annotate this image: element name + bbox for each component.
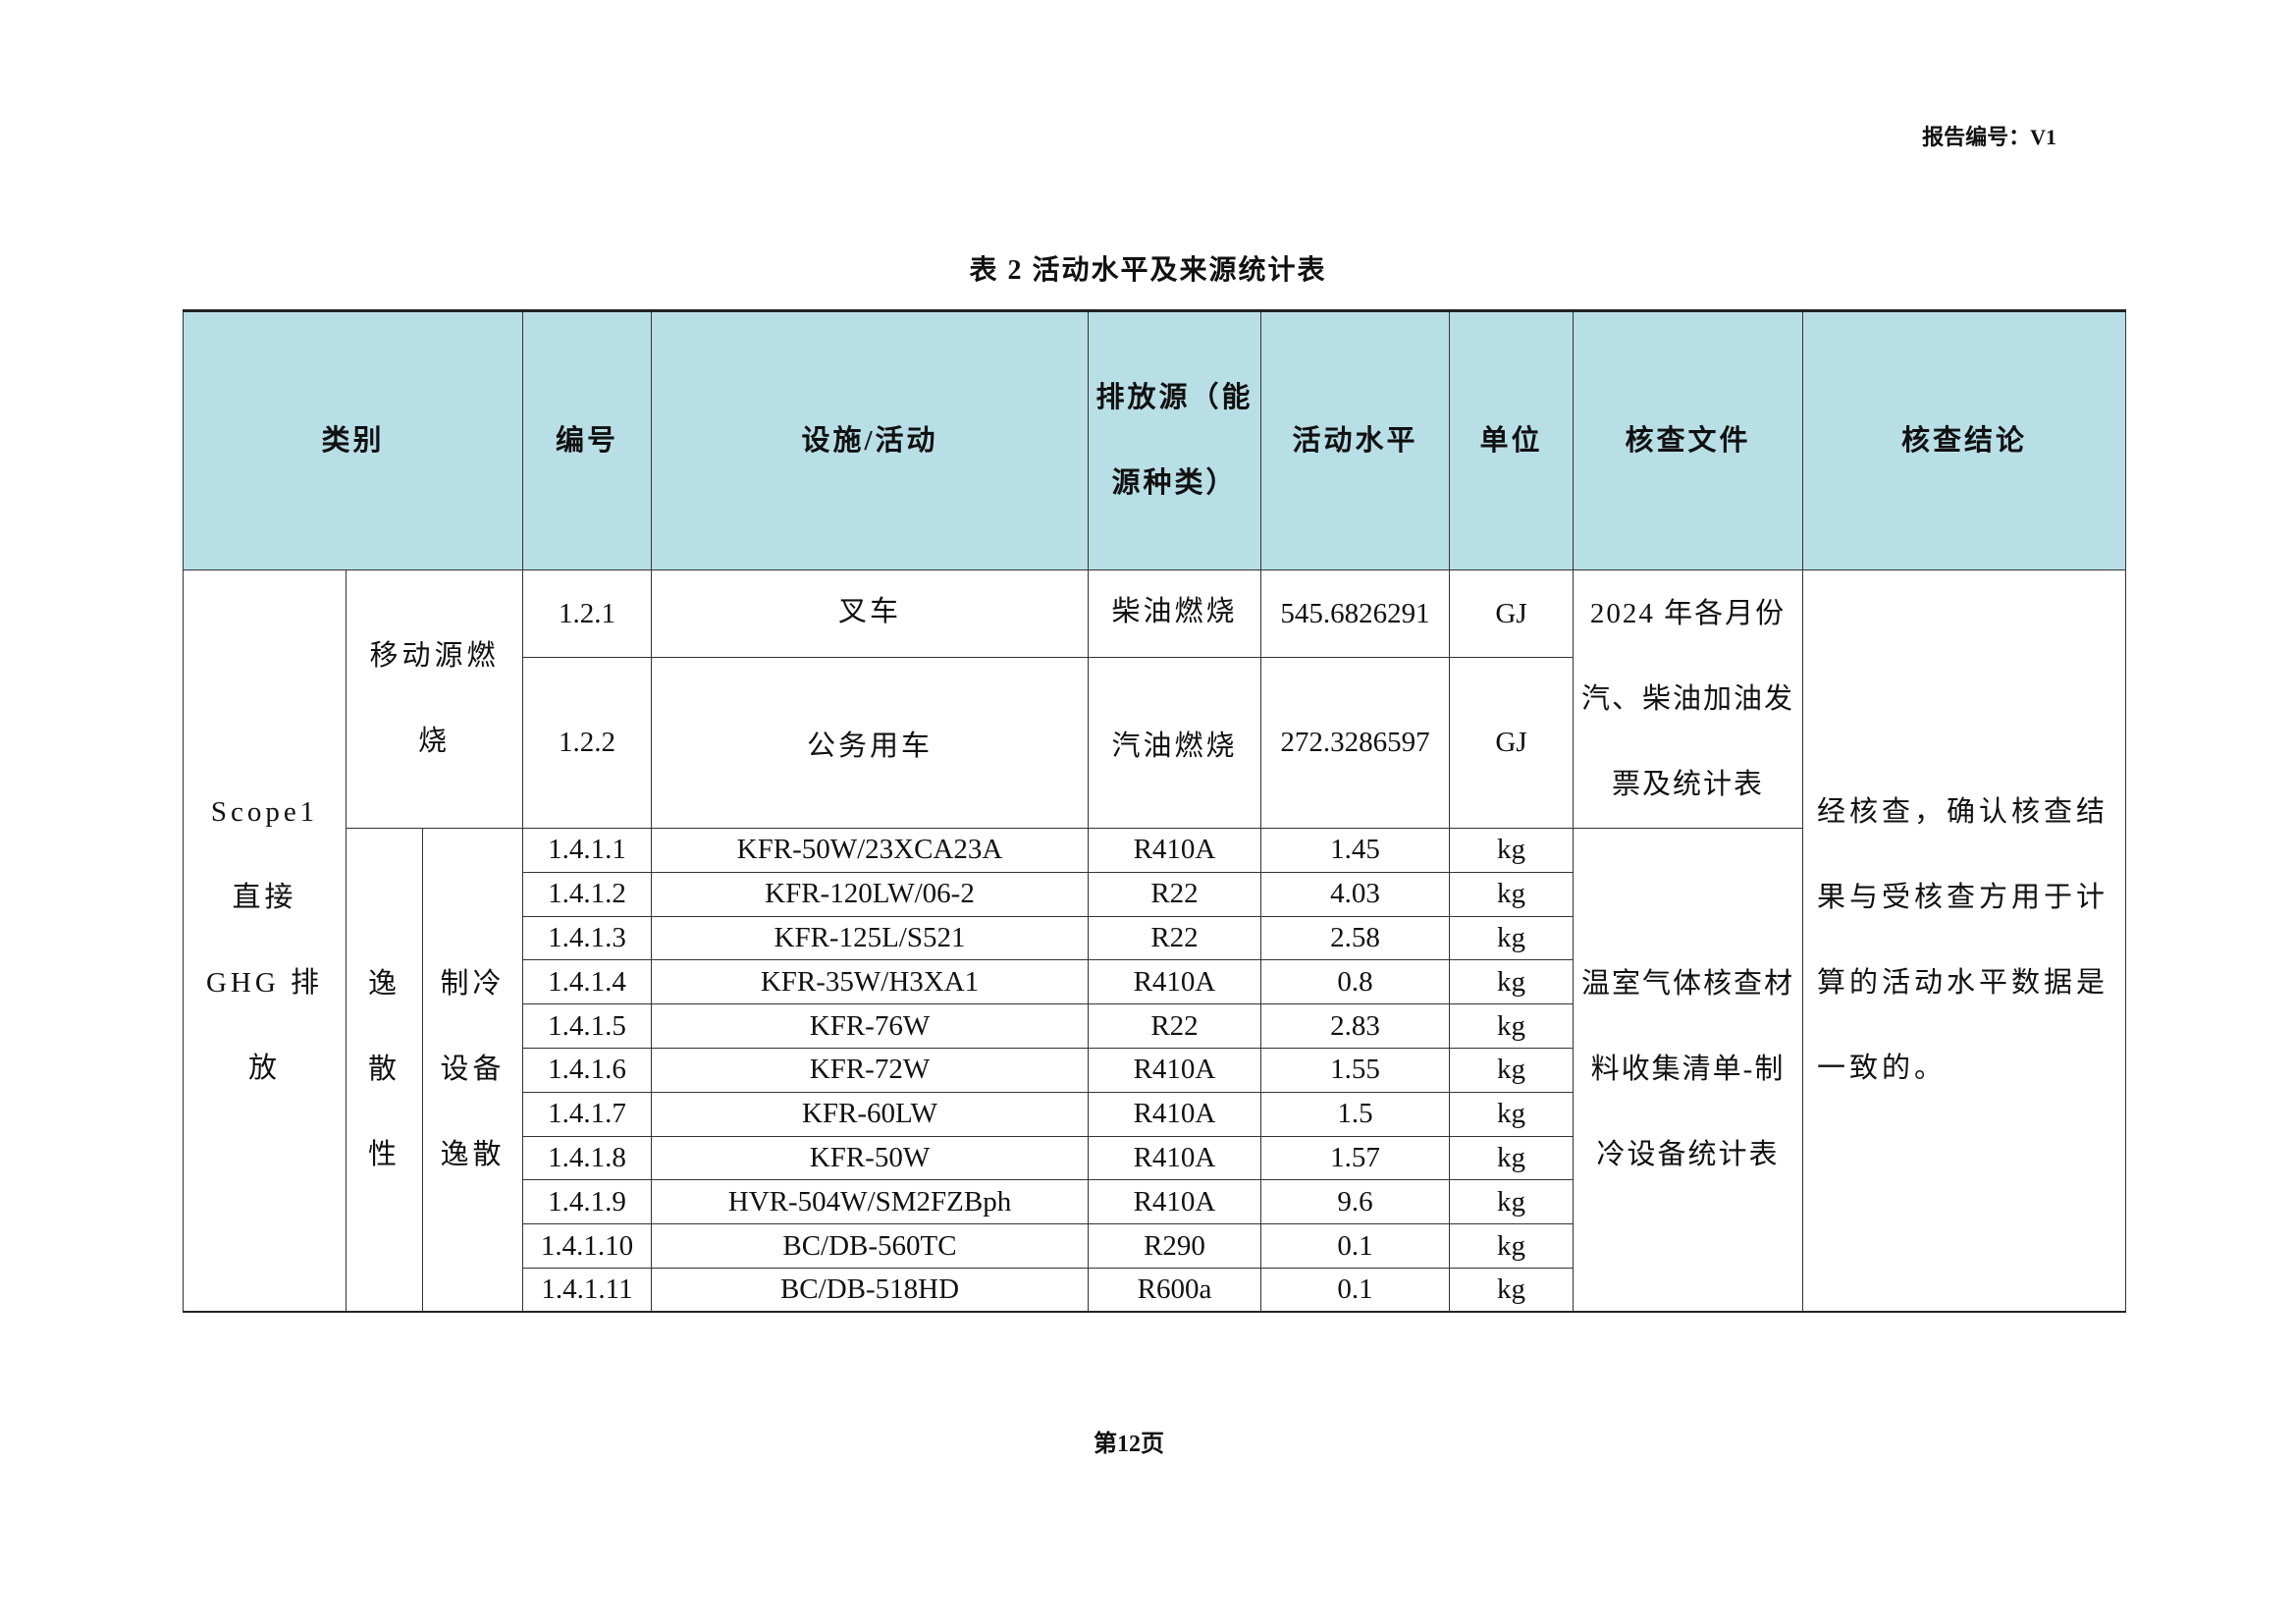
id-cell: 1.4.1.4	[522, 959, 652, 1005]
level-cell: 9.6	[1260, 1179, 1450, 1225]
fugitive-document-cell: 温室气体核查材料收集清单-制冷设备统计表	[1573, 828, 1803, 1313]
unit-cell: kg	[1449, 1135, 1574, 1181]
unit-cell: kg	[1449, 915, 1574, 961]
facility-cell: KFR-120LW/06-2	[651, 871, 1089, 917]
id-cell: 1.4.1.5	[522, 1003, 652, 1049]
id-cell: 1.4.1.9	[522, 1179, 652, 1225]
table-row: 1.4.1.2 KFR-120LW/06-2 R22 4.03 kg	[184, 871, 2126, 917]
source-cell: R410A	[1088, 1135, 1261, 1181]
facility-cell: KFR-50W/23XCA23A	[651, 828, 1089, 873]
facility-cell: 公务用车	[651, 657, 1089, 829]
unit-cell: kg	[1449, 828, 1574, 873]
source-cell: R290	[1088, 1223, 1261, 1269]
level-cell: 1.57	[1260, 1135, 1450, 1181]
unit-cell: kg	[1449, 871, 1574, 917]
id-cell: 1.4.1.6	[522, 1047, 652, 1093]
level-cell: 1.5	[1260, 1091, 1450, 1137]
unit-cell: GJ	[1449, 569, 1574, 658]
table-row: 1.4.1.10 BC/DB-560TC R290 0.1 kg	[184, 1223, 2126, 1269]
id-cell: 1.2.2	[522, 657, 652, 829]
source-cell: 汽油燃烧	[1088, 657, 1261, 829]
table-caption: 表 2 活动水平及来源统计表	[969, 255, 1327, 286]
level-cell: 0.8	[1260, 959, 1450, 1005]
facility-cell: KFR-125L/S521	[651, 915, 1089, 961]
facility-cell: KFR-76W	[651, 1003, 1089, 1049]
level-cell: 0.1	[1260, 1223, 1450, 1269]
level-cell: 1.55	[1260, 1047, 1450, 1093]
facility-cell: KFR-50W	[651, 1135, 1089, 1181]
mobile-document-cell: 2024 年各月份汽、柴油加油发票及统计表	[1573, 569, 1803, 829]
table-row: 1.4.1.3 KFR-125L/S521 R22 2.58 kg	[184, 915, 2126, 961]
col-header-id: 编号	[522, 310, 652, 570]
table-row: Scope1 直接 GHG 排放 移动源燃烧 1.2.1 叉车 柴油燃烧 545…	[183, 569, 2126, 1313]
table-row: 1.4.1.5 KFR-76W R22 2.83 kg	[184, 1003, 2126, 1049]
id-cell: 1.4.1.2	[522, 871, 652, 917]
id-cell: 1.4.1.8	[522, 1135, 652, 1181]
facility-cell: KFR-72W	[651, 1047, 1089, 1093]
table-row: 1.4.1.9 HVR-504W/SM2FZBph R410A 9.6 kg	[184, 1179, 2126, 1225]
report-number: 报告编号：V1	[1922, 125, 2056, 149]
category-cell: Scope1 直接 GHG 排放	[183, 569, 347, 1313]
facility-cell: KFR-60LW	[651, 1091, 1089, 1137]
level-cell: 1.45	[1260, 828, 1450, 873]
id-cell: 1.4.1.3	[522, 915, 652, 961]
facility-cell: BC/DB-560TC	[651, 1223, 1089, 1269]
col-header-source: 排放源（能源种类）	[1088, 310, 1261, 570]
id-cell: 1.4.1.10	[522, 1223, 652, 1269]
id-cell: 1.2.1	[522, 569, 652, 658]
mobile-group-cell: 移动源燃烧	[346, 569, 523, 829]
activity-level-table: 类别 编号 设施/活动 排放源（能源种类） 活动水平 单位 核查文件 核查结论 …	[183, 309, 2126, 1314]
source-cell: R410A	[1088, 828, 1261, 873]
source-cell: R600a	[1088, 1267, 1261, 1313]
col-header-facility: 设施/活动	[651, 310, 1089, 570]
facility-cell: BC/DB-518HD	[651, 1267, 1089, 1313]
table-row: 逸散性 制冷设备逸散 1.4.1.1 KFR-50W/23XCA23A R410A 1.4…	[184, 828, 2126, 1313]
unit-cell: kg	[1449, 1179, 1574, 1225]
col-header-conclusion: 核查结论	[1802, 310, 2126, 570]
unit-cell: kg	[1449, 959, 1574, 1005]
level-cell: 4.03	[1260, 871, 1450, 917]
table-header-row: 类别 编号 设施/活动 排放源（能源种类） 活动水平 单位 核查文件 核查结论	[183, 310, 2126, 570]
fugitive-group-cell: 逸散性	[346, 828, 423, 1313]
col-header-document: 核查文件	[1573, 310, 1803, 570]
level-cell: 545.6826291	[1260, 569, 1450, 658]
source-cell: R410A	[1088, 1179, 1261, 1225]
level-cell: 2.83	[1260, 1003, 1450, 1049]
col-header-unit: 单位	[1449, 310, 1574, 570]
table-row: 1.4.1.11 BC/DB-518HD R600a 0.1 kg	[184, 1267, 2126, 1313]
source-cell: R22	[1088, 871, 1261, 917]
source-cell: R410A	[1088, 959, 1261, 1005]
id-cell: 1.4.1.7	[522, 1091, 652, 1137]
source-cell: R410A	[1088, 1047, 1261, 1093]
table-row: 1.4.1.8 KFR-50W R410A 1.57 kg	[184, 1135, 2126, 1181]
table-row: 1.4.1.6 KFR-72W R410A 1.55 kg	[184, 1047, 2126, 1093]
id-cell: 1.4.1.1	[522, 828, 652, 873]
unit-cell: GJ	[1449, 657, 1574, 829]
facility-cell: 叉车	[651, 569, 1089, 658]
col-header-level: 活动水平	[1260, 310, 1450, 570]
level-cell: 2.58	[1260, 915, 1450, 961]
col-header-category: 类别	[183, 310, 523, 570]
unit-cell: kg	[1449, 1091, 1574, 1137]
unit-cell: kg	[1449, 1267, 1574, 1313]
unit-cell: kg	[1449, 1223, 1574, 1269]
unit-cell: kg	[1449, 1047, 1574, 1093]
source-cell: R22	[1088, 1003, 1261, 1049]
unit-cell: kg	[1449, 1003, 1574, 1049]
facility-cell: HVR-504W/SM2FZBph	[651, 1179, 1089, 1225]
table-row: 1.4.1.4 KFR-35W/H3XA1 R410A 0.8 kg	[184, 959, 2126, 1005]
conclusion-cell: 经核查，确认核查结果与受核查方用于计算的活动水平数据是一致的。	[1802, 569, 2126, 1313]
id-cell: 1.4.1.11	[522, 1267, 652, 1313]
facility-cell: KFR-35W/H3XA1	[651, 959, 1089, 1005]
source-cell: R22	[1088, 915, 1261, 961]
source-cell: 柴油燃烧	[1088, 569, 1261, 658]
level-cell: 272.3286597	[1260, 657, 1450, 829]
fugitive-subgroup-cell: 制冷设备逸散	[422, 828, 523, 1313]
table-row: 1.2.2 公务用车 汽油燃烧 272.3286597 GJ	[184, 657, 2126, 829]
source-cell: R410A	[1088, 1091, 1261, 1137]
page-number: 第12页	[1094, 1432, 1164, 1457]
level-cell: 0.1	[1260, 1267, 1450, 1313]
